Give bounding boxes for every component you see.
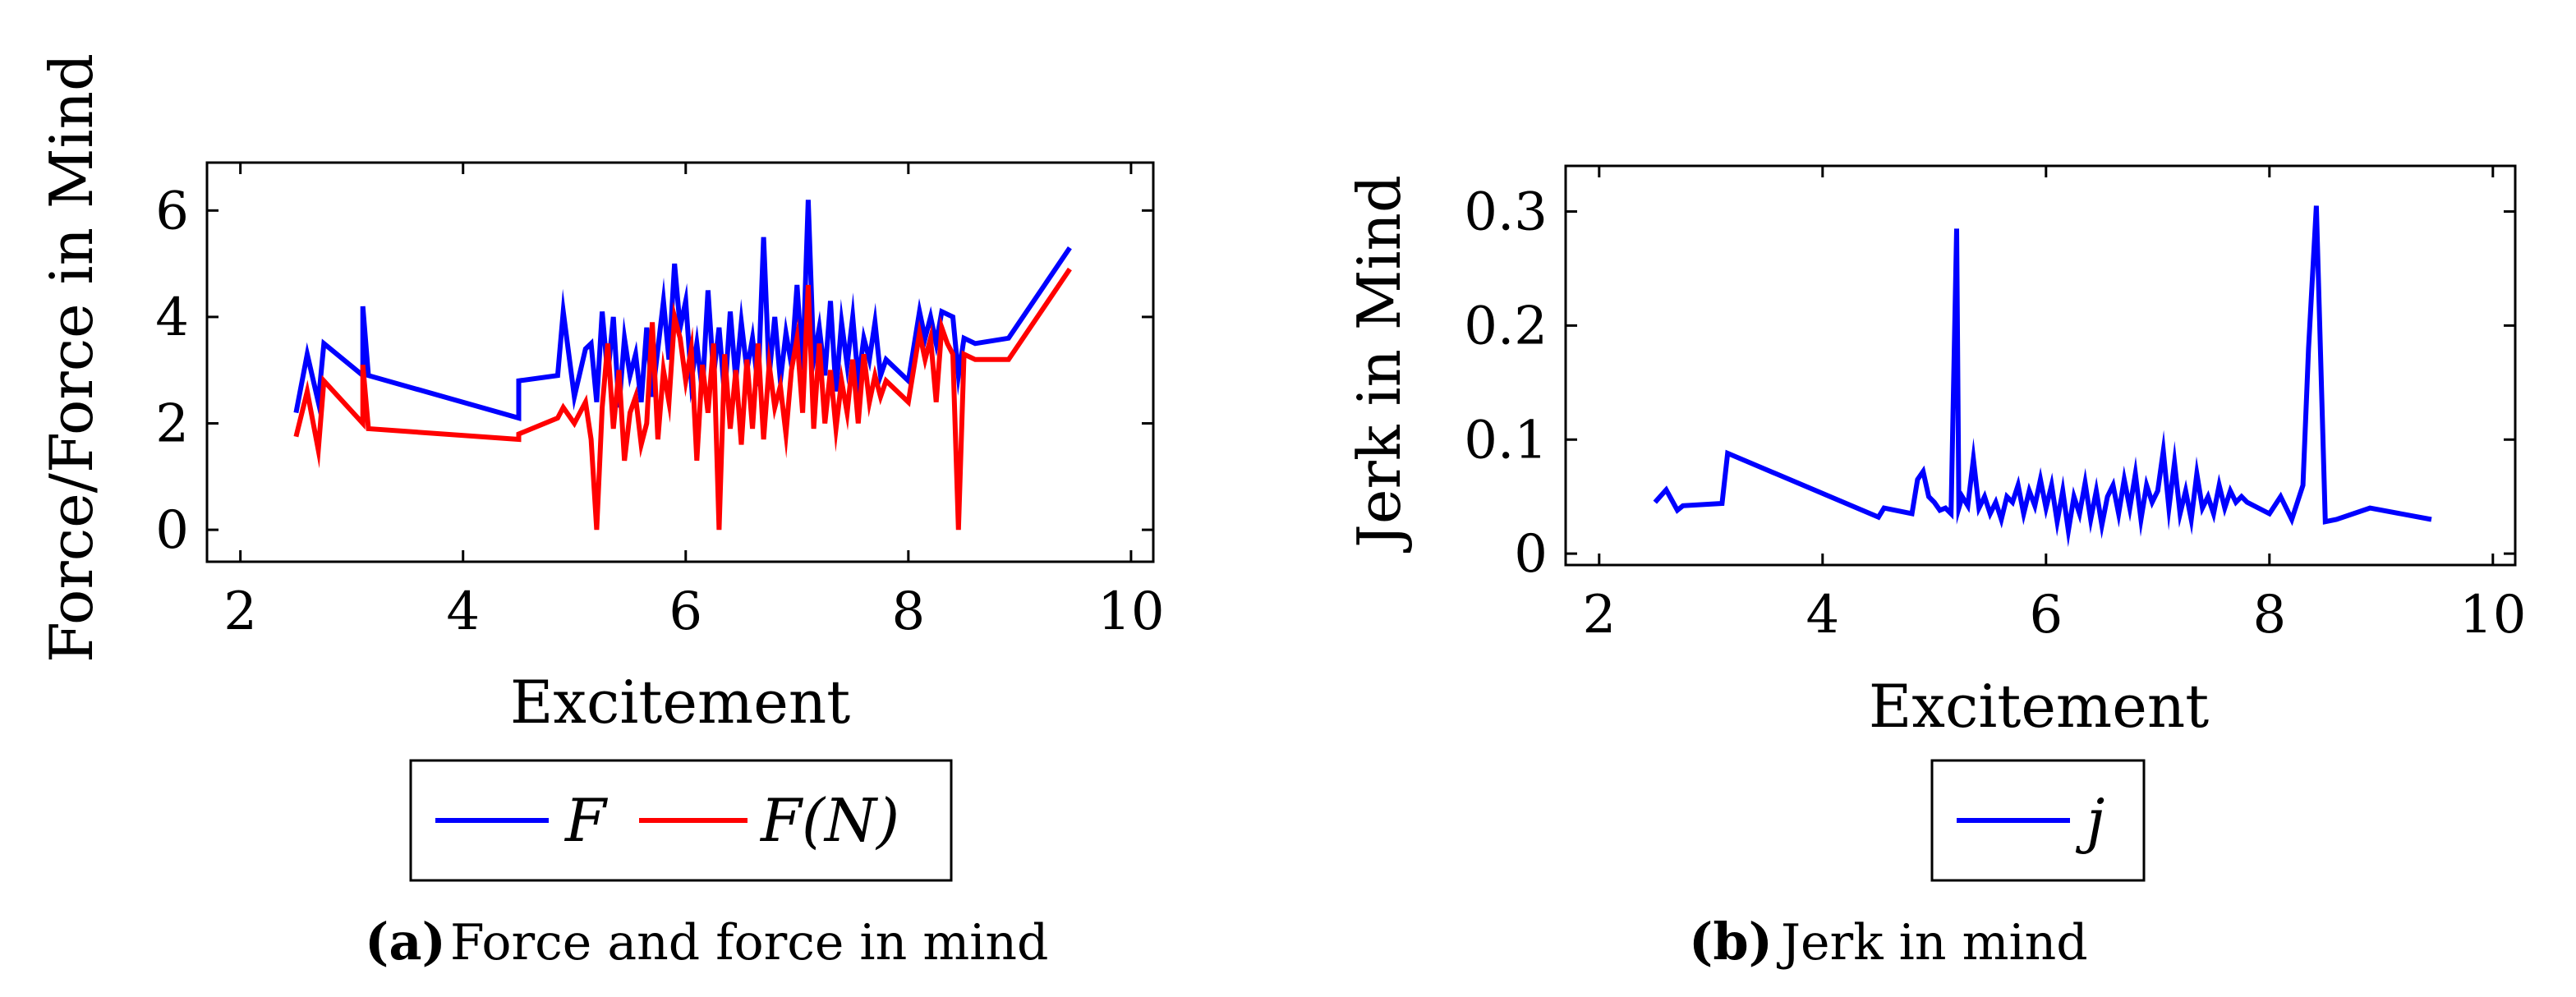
chart-a-caption: (a) Force and force in mind bbox=[365, 912, 1048, 972]
a-y-tick-label: 2 bbox=[155, 394, 189, 455]
chart-b-y-label: Jerk in Mind bbox=[1345, 175, 1414, 554]
legend-label-fn: F(N) bbox=[759, 786, 899, 855]
chart-a-y-label: Force/Force in Mind bbox=[37, 53, 106, 663]
chart-a-caption-text: Force and force in mind bbox=[450, 914, 1048, 972]
b-y-tick-label: 0.2 bbox=[1464, 296, 1548, 356]
chart-b-caption-label: (b) bbox=[1689, 912, 1773, 972]
legend-label-f: F bbox=[564, 786, 609, 855]
chart-a-caption-label: (a) bbox=[365, 912, 446, 972]
chart-a-x-label: Excitement bbox=[510, 668, 850, 737]
chart-b-caption: (b) Jerk in mind bbox=[1689, 912, 2088, 972]
chart-b-plot-area bbox=[1564, 164, 2517, 567]
chart-b: 2 4 6 8 10 0 0.1 0.2 0.3 Excitement Jerk in Mind… bbox=[1345, 164, 2527, 972]
b-y-tick-label: 0.3 bbox=[1464, 182, 1548, 243]
b-y-tick-label: 0 bbox=[1514, 524, 1548, 585]
chart-b-legend: j bbox=[1930, 759, 2146, 882]
chart-b-ticks: 2 4 6 8 10 0 0.1 0.2 0.3 bbox=[1464, 166, 2527, 646]
chart-a-series bbox=[293, 200, 1072, 531]
a-series-line-fn bbox=[293, 267, 1072, 531]
a-x-tick-label: 10 bbox=[1097, 581, 1164, 642]
a-y-tick-label: 4 bbox=[155, 287, 189, 348]
chart-a-legend: F F(N) bbox=[409, 759, 953, 882]
b-x-tick-label: 6 bbox=[2029, 585, 2063, 646]
b-x-tick-label: 2 bbox=[1582, 585, 1616, 646]
b-x-tick-label: 4 bbox=[1806, 585, 1839, 646]
a-x-tick-label: 6 bbox=[669, 581, 702, 642]
b-x-tick-label: 10 bbox=[2459, 585, 2526, 646]
a-x-tick-label: 2 bbox=[223, 581, 257, 642]
a-y-tick-label: 0 bbox=[155, 500, 189, 561]
a-y-tick-label: 6 bbox=[155, 181, 189, 241]
a-x-tick-label: 8 bbox=[891, 581, 925, 642]
a-x-tick-label: 4 bbox=[446, 581, 480, 642]
b-series-line-j bbox=[1653, 205, 2432, 548]
chart-a-plot-area bbox=[205, 161, 1155, 563]
b-x-tick-label: 8 bbox=[2252, 585, 2286, 646]
chart-b-x-label: Excitement bbox=[1869, 672, 2209, 741]
b-y-tick-label: 0.1 bbox=[1464, 410, 1548, 471]
chart-b-caption-text: Jerk in mind bbox=[1776, 914, 2088, 972]
chart-b-series bbox=[1653, 205, 2432, 548]
